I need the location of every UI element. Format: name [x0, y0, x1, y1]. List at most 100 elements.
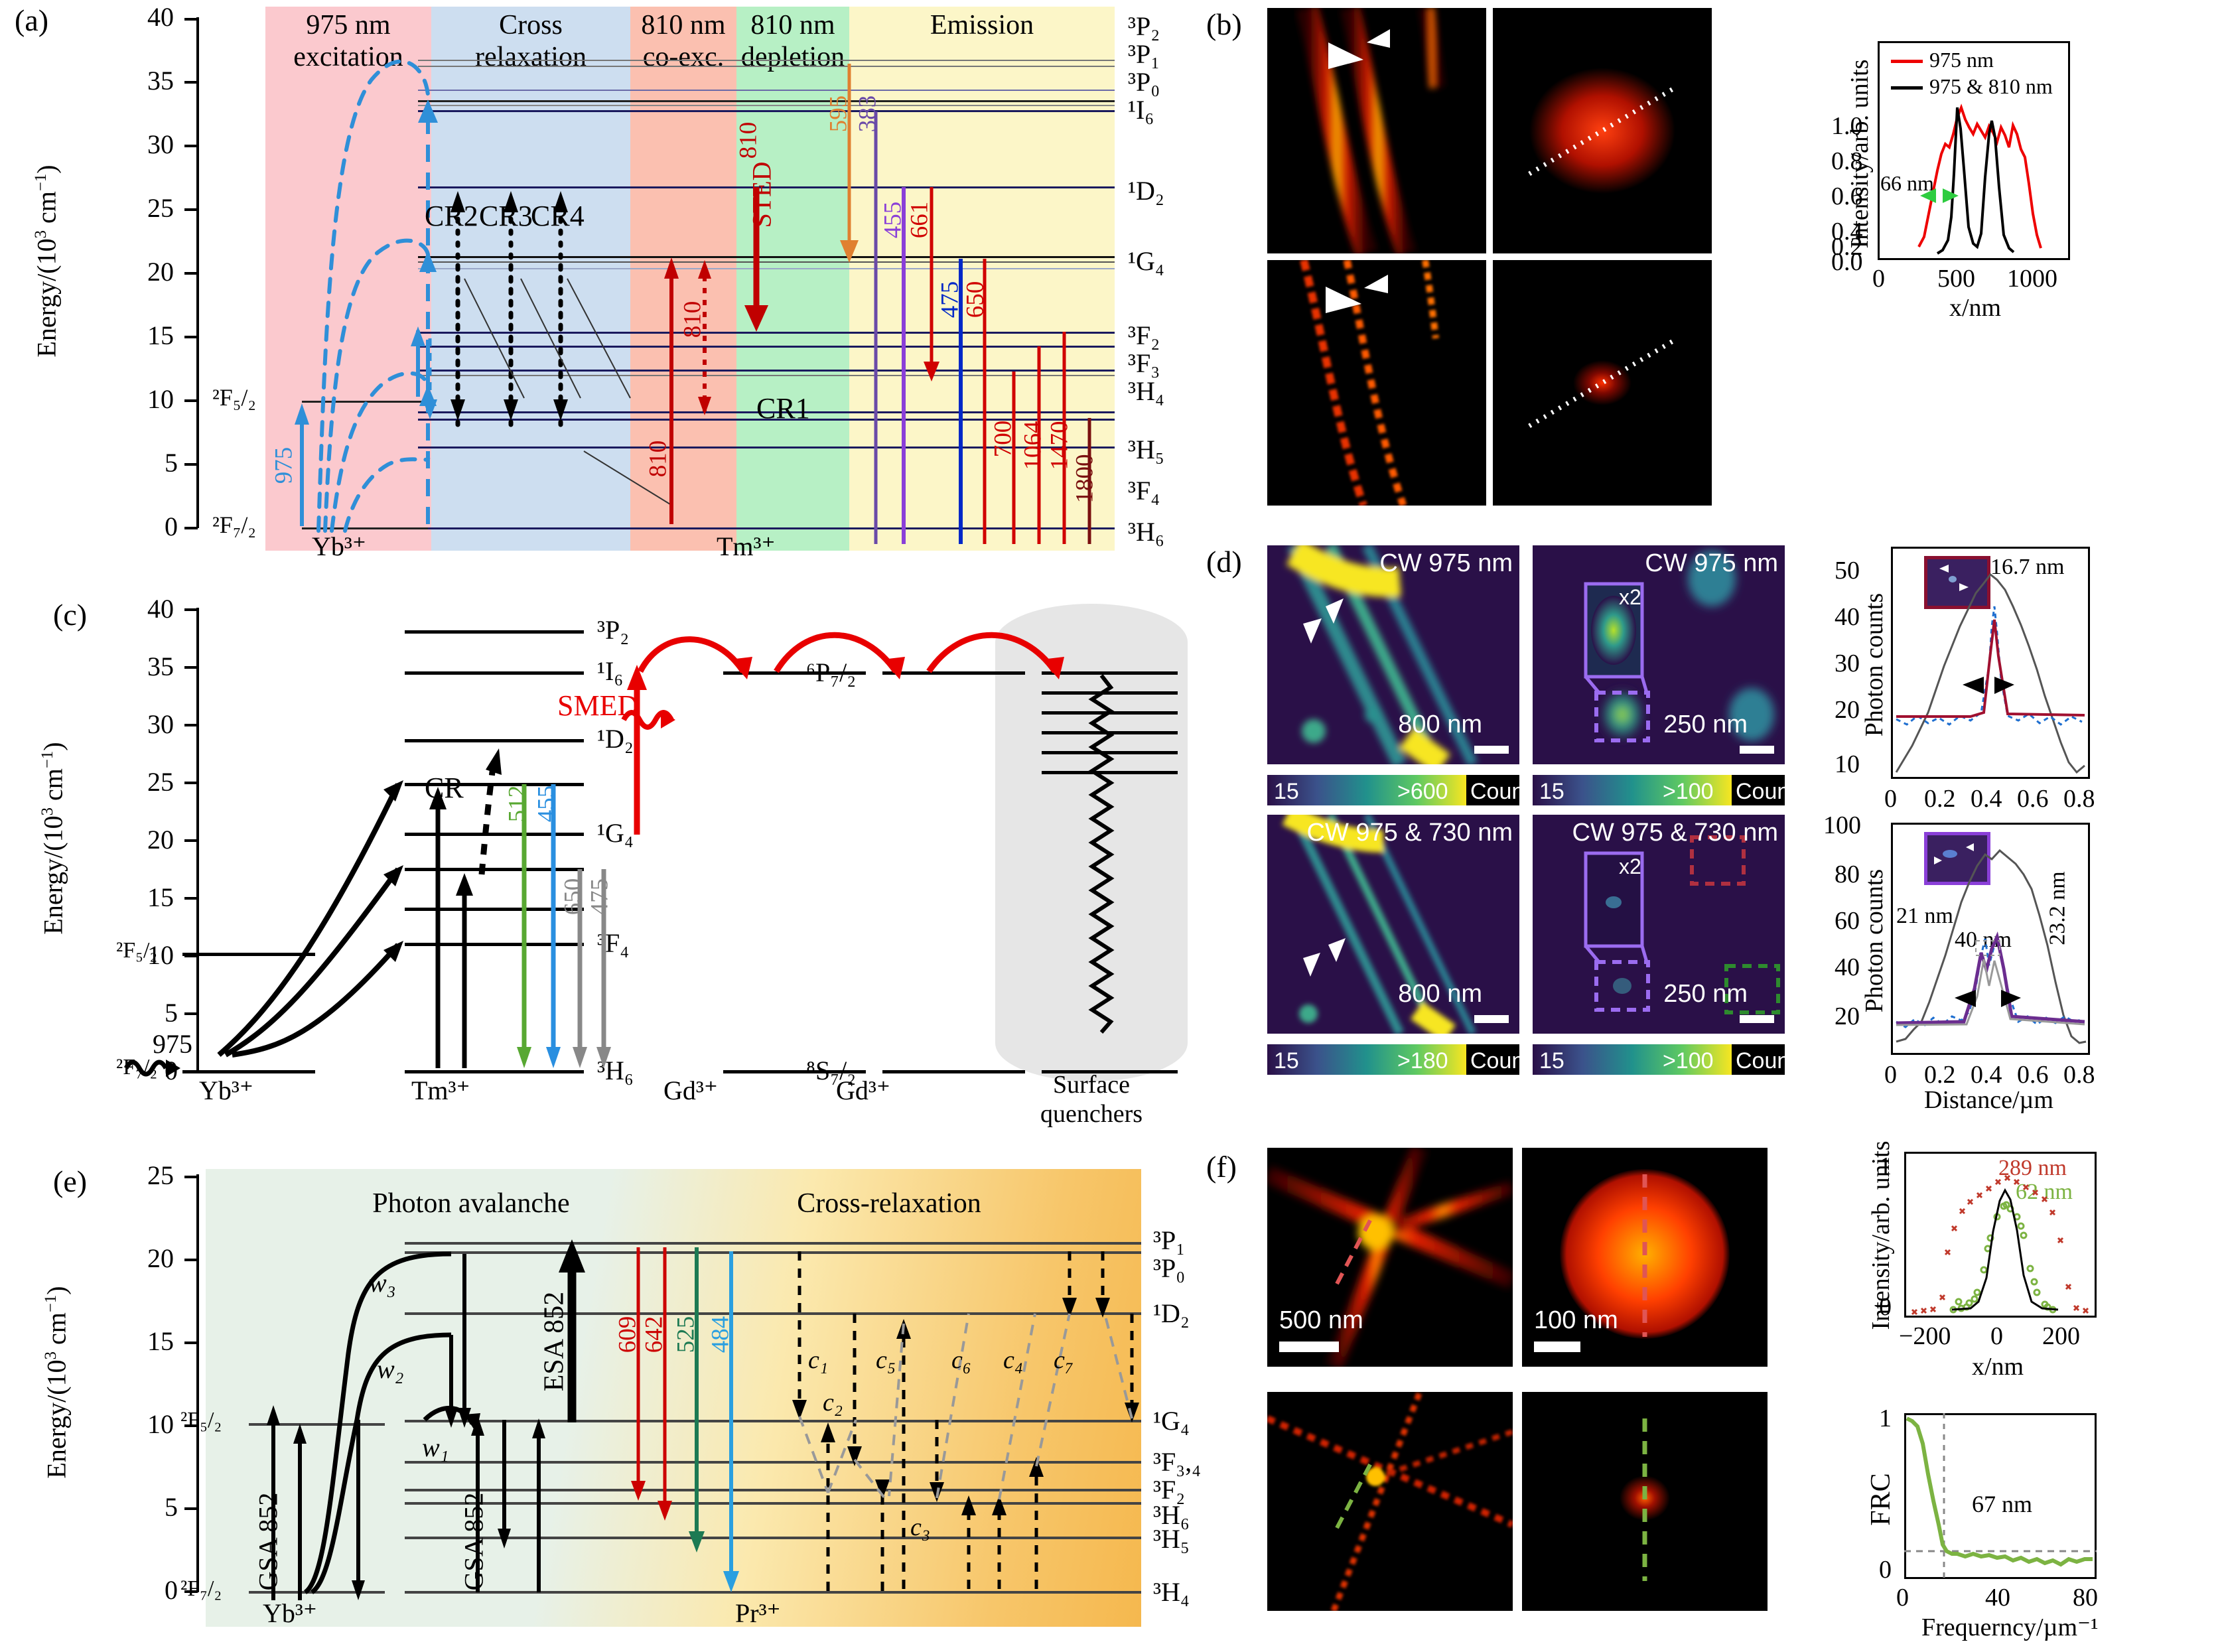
chart-d1-xtick-06: 0.6	[2017, 785, 2049, 813]
term-a-1D2: ¹D₂	[1128, 176, 1164, 206]
chart-f1-xtick-200: 200	[2042, 1322, 2080, 1350]
region-label-photon-avalanche: Photon avalanche	[372, 1188, 570, 1219]
ion-label-yb-a: Yb³⁺	[312, 531, 366, 561]
w-label-w3: w₃	[369, 1268, 396, 1298]
panel-a: (a) Energy/(103 cm−1) 40 35 30 25 20 15 …	[0, 0, 1194, 561]
region-label-depl-line2: depletion	[740, 42, 845, 72]
term-e-3P0: ³P₀	[1153, 1253, 1186, 1283]
colorbar-d-3-unit: Count	[1470, 1048, 1531, 1073]
term-e-3F2: ³F₂	[1153, 1475, 1186, 1505]
wl-a-383: 383	[854, 95, 882, 133]
chart-f2-xtick-0: 0	[1896, 1584, 1909, 1612]
image-f-scale-1: 500 nm	[1279, 1306, 1363, 1334]
panel-a-excitation-arrows	[316, 59, 438, 533]
chart-b-plot	[1917, 103, 2042, 255]
chart-b-ytick-6: 0.0	[1831, 248, 1863, 276]
image-f-sted-network	[1267, 1392, 1513, 1611]
wl-a-1470: 1470	[1046, 421, 1074, 470]
chart-d2-ytick-20: 20	[1835, 1002, 1860, 1030]
tick-e-10: 10	[147, 1409, 174, 1439]
tick-a-0: 0	[165, 512, 178, 541]
colorbar-d-1-max: >600	[1397, 779, 1448, 804]
scalebar-d-4	[1740, 1015, 1774, 1023]
image-f-confocal-particle: 100 nm	[1522, 1148, 1768, 1367]
legend-b-swatch-975	[1891, 60, 1923, 63]
yb-level-f52-c	[182, 953, 315, 956]
chart-d2-inset-image	[1924, 832, 1990, 885]
region-810-coexc	[630, 7, 736, 551]
wl-a-595: 595	[825, 95, 853, 133]
panel-a-yaxis	[196, 17, 199, 528]
chart-b-ytick-4: 0.4	[1831, 218, 1863, 245]
wl-c-512: 512	[504, 785, 531, 823]
chart-b-xlabel: x/nm	[1949, 294, 2002, 322]
colorbar-d-3: 15 >180 Count	[1267, 1044, 1531, 1075]
chart-f2-ytick-1: 1	[1879, 1405, 1892, 1432]
chart-d1-xtick-04: 0.4	[1971, 785, 2002, 813]
term-e-3H6: ³H₆	[1153, 1500, 1190, 1530]
term-a-3H4: ³H₄	[1128, 376, 1164, 406]
wl-c-475: 475	[586, 878, 614, 916]
yb-level-f72-c	[182, 1070, 315, 1073]
chart-d2-xlabel: Distance/µm	[1924, 1086, 2053, 1114]
image-d-cw975-zoom: CW 975 nm x2 250 nm	[1533, 545, 1785, 764]
region-label-975-line2: excitation	[293, 42, 403, 72]
image-b-sted-fibers	[1267, 260, 1486, 506]
image-f-scale-2: 100 nm	[1534, 1306, 1618, 1334]
legend-b-label-975: 975 nm	[1929, 48, 1994, 72]
term-a-3F3: ³F₃	[1128, 348, 1160, 378]
chart-d2-ylabel: Photon counts	[1860, 868, 1888, 1013]
chart-d1-plot	[1895, 573, 2085, 774]
tick-e-0: 0	[165, 1575, 178, 1605]
colorbar-d-4: 15 >100 Count	[1533, 1044, 1796, 1075]
chart-d1-ytick-10: 10	[1835, 750, 1860, 778]
colorbar-d-2: 15 >100 Count	[1533, 775, 1796, 805]
c-label-c2: c₂	[823, 1389, 843, 1416]
tick-e-20: 20	[147, 1243, 174, 1273]
image-b-confocal-spot	[1493, 8, 1712, 253]
chart-b-ytick-5: 0.2	[1831, 233, 1863, 261]
cr-label-c: CR	[425, 772, 464, 804]
region-label-cr-line1: Cross	[499, 10, 563, 40]
chart-d2-plot	[1896, 849, 2087, 1044]
panel-a-label: (a)	[15, 3, 49, 37]
scalebar-f-2	[1534, 1342, 1580, 1352]
tick-e-5: 5	[165, 1492, 178, 1522]
chart-d1-xtick-0: 0	[1884, 785, 1897, 813]
ion-label-e-pr: Pr³⁺	[735, 1598, 781, 1628]
image-f-sted-particle	[1522, 1392, 1768, 1611]
region-label-coexc-line2: co-exc.	[642, 42, 725, 72]
term-a-3F4: ³F₄	[1128, 476, 1160, 506]
ion-label-c-gd1: Gd³⁺	[663, 1075, 718, 1105]
wl-c-975: 975	[153, 1029, 192, 1059]
tick-c-5: 5	[165, 998, 178, 1028]
c-label-c4: c₄	[1003, 1346, 1024, 1374]
image-d-title-2: CW 975 nm	[1645, 549, 1778, 577]
chart-d2-ytick-80: 80	[1835, 860, 1860, 888]
wl-c-455: 455	[533, 785, 561, 823]
colorbar-d-1: 15 >600 Count	[1267, 775, 1531, 805]
chart-d1-ytick-30: 30	[1835, 650, 1860, 677]
w-label-w1: w₁	[422, 1432, 449, 1462]
chart-d2-xtick-08: 0.8	[2063, 1061, 2095, 1089]
term-e-yb-f72: ²F₇/₂	[180, 1576, 222, 1601]
image-d-sted-zoom: CW 975 & 730 nm x2 250 nm	[1533, 815, 1785, 1034]
tick-a-15: 15	[147, 320, 174, 350]
panel-d-label: (d)	[1206, 545, 1242, 579]
c-label-c3: c₃	[910, 1513, 931, 1541]
gsa-label-e-2: GSA 852	[458, 1492, 489, 1591]
panel-a-emission-arrows	[840, 64, 1091, 544]
panel-c-975-squiggle	[123, 1060, 180, 1077]
colorbar-d-4-max: >100	[1663, 1048, 1714, 1073]
chart-f1-xtick-neg200: −200	[1899, 1322, 1951, 1350]
chart-f1-plot	[1911, 1174, 2089, 1316]
wl-a-650: 650	[961, 281, 989, 318]
c-label-c6: c₆	[951, 1346, 972, 1374]
cr-label-CR3: CR3	[479, 200, 533, 232]
wl-e-484: 484	[707, 1316, 734, 1353]
wl-a-455: 455	[879, 201, 907, 239]
panel-e-arrows	[267, 1239, 1139, 1600]
wl-a-475: 475	[936, 281, 964, 318]
gd1-level-6p72	[723, 671, 866, 675]
colorbar-d-3-max: >180	[1397, 1048, 1448, 1073]
